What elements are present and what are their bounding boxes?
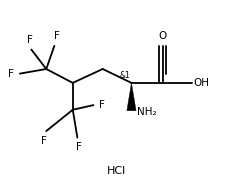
Text: F: F: [99, 100, 105, 110]
Text: &1: &1: [120, 71, 130, 80]
Text: NH₂: NH₂: [137, 107, 157, 117]
Text: F: F: [27, 35, 33, 45]
Text: F: F: [75, 142, 82, 152]
Polygon shape: [127, 83, 136, 111]
Text: OH: OH: [194, 78, 210, 88]
Text: O: O: [158, 31, 167, 41]
Text: HCl: HCl: [107, 166, 126, 176]
Text: F: F: [54, 31, 60, 41]
Text: F: F: [41, 136, 47, 146]
Text: F: F: [8, 69, 14, 79]
